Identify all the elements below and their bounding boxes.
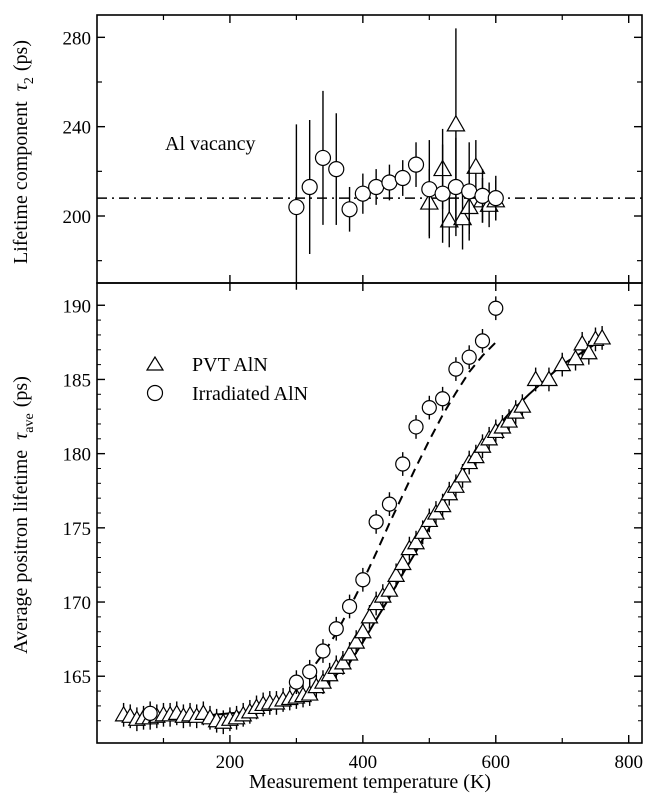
triangle-point — [579, 343, 598, 360]
triangle-point — [406, 533, 426, 550]
circle-point — [434, 185, 451, 202]
triangle-point — [499, 411, 519, 428]
circle-point — [354, 185, 371, 202]
circle-point — [488, 300, 504, 316]
circle-point — [288, 674, 304, 690]
tau-symbol: τ — [10, 83, 32, 91]
bottom-y-tick-label: 190 — [63, 296, 92, 317]
triangle-point — [439, 210, 459, 228]
bottom-y-unit: (ps) — [10, 376, 32, 407]
circle-point — [314, 149, 332, 167]
bottom-x-tick-label: 800 — [614, 752, 643, 773]
circle-point — [142, 705, 158, 721]
irradiated-fit-curve — [295, 341, 497, 688]
triangle-point — [553, 355, 572, 372]
tau-ave-symbol: τ — [10, 432, 32, 440]
bottom-x-tick-label: 600 — [482, 752, 511, 773]
top-y-tick-label: 240 — [63, 118, 92, 139]
triangle-point — [413, 523, 432, 539]
triangle-point — [593, 328, 612, 345]
top-y-unit: (ps) — [10, 40, 32, 71]
circle-point — [355, 572, 371, 588]
circle-point — [315, 643, 331, 659]
series-triangle — [114, 326, 612, 735]
triangle-point — [566, 349, 585, 366]
top-y-ticks: 200 240 280 — [63, 15, 642, 283]
triangle-point — [387, 566, 406, 582]
legend-triangle-marker — [145, 355, 165, 371]
series-triangle — [419, 28, 506, 250]
triangle-point — [380, 580, 399, 597]
triangle-point — [446, 477, 465, 493]
bottom-plot-frame — [96, 282, 643, 744]
top-y-tick-label: 200 — [63, 207, 92, 228]
triangle-point — [466, 447, 485, 464]
circle-point — [448, 361, 464, 377]
top-series — [288, 28, 506, 290]
circle-point — [328, 621, 344, 637]
legend-label-irradiated: Irradiated AlN — [192, 383, 308, 405]
triangle-point — [333, 653, 352, 670]
series-circle — [142, 296, 504, 726]
triangle-point — [526, 370, 545, 387]
legend: PVT AlN Irradiated AlN — [145, 354, 308, 405]
circle-point — [394, 169, 411, 187]
tau-subscript: 2 — [22, 77, 37, 84]
triangle-point — [539, 370, 559, 387]
circle-point — [381, 496, 398, 512]
circle-point — [341, 598, 358, 615]
triangle-point — [452, 208, 473, 226]
triangle-point — [353, 622, 372, 639]
triangle-point — [347, 632, 366, 649]
bottom-y-tick-label: 185 — [63, 370, 92, 391]
al-vacancy-label: Al vacancy — [165, 133, 256, 155]
bottom-y-tick-label: 175 — [63, 519, 92, 540]
circle-point — [474, 187, 491, 204]
top-y-tick-label: 280 — [63, 28, 92, 49]
bottom-x-tick-label: 200 — [216, 752, 245, 773]
circle-point — [461, 349, 477, 365]
triangle-point — [466, 157, 486, 174]
series-circle — [288, 90, 504, 290]
top-y-axis-label: Lifetime component — [10, 101, 32, 264]
triangle-point — [573, 334, 592, 351]
triangle-point — [340, 644, 359, 661]
bottom-panel: 165 170 175 180 185 190 200 400 600 800 PVT AlN … — [10, 15, 643, 793]
bottom-y-tick-label: 170 — [63, 593, 92, 614]
bottom-x-tick-label: 400 — [349, 752, 378, 773]
x-axis-title: Measurement temperature (K) — [249, 771, 491, 793]
top-panel: Al vacancy 200 240 280 Lifetime component τ… — [10, 14, 643, 290]
top-y-axis-title: Lifetime component τ2 (ps) — [10, 40, 37, 264]
tau-ave-subscript: ave — [22, 413, 37, 432]
circle-point — [395, 456, 411, 472]
circle-point — [421, 400, 437, 416]
bottom-x-ticks: 200 400 600 800 — [162, 15, 643, 773]
circle-point — [435, 391, 451, 407]
bottom-y-ticks: 165 170 175 180 185 190 — [63, 296, 642, 722]
bottom-y-axis-title: Average positron lifetime τave (ps) — [10, 376, 37, 654]
triangle-point — [433, 496, 452, 513]
circle-point — [341, 201, 358, 218]
circle-point — [407, 156, 425, 173]
legend-label-pvt: PVT AlN — [192, 354, 268, 376]
circle-point — [328, 161, 345, 178]
circle-point — [408, 419, 424, 435]
triangle-point — [513, 396, 532, 413]
triangle-point — [393, 554, 412, 571]
circle-point — [474, 333, 491, 349]
circle-point — [302, 664, 318, 680]
circle-point — [368, 514, 384, 530]
legend-circle-marker — [146, 384, 164, 402]
bottom-y-axis-label: Average positron lifetime — [10, 450, 32, 654]
bottom-series — [114, 296, 612, 735]
circle-point — [487, 190, 504, 207]
triangle-point — [360, 607, 379, 624]
bottom-y-tick-label: 180 — [63, 445, 92, 466]
triangle-point — [446, 114, 466, 132]
triangle-point — [453, 466, 472, 483]
circle-point — [301, 178, 318, 196]
circle-point — [288, 198, 305, 216]
bottom-y-tick-label: 165 — [63, 667, 92, 688]
